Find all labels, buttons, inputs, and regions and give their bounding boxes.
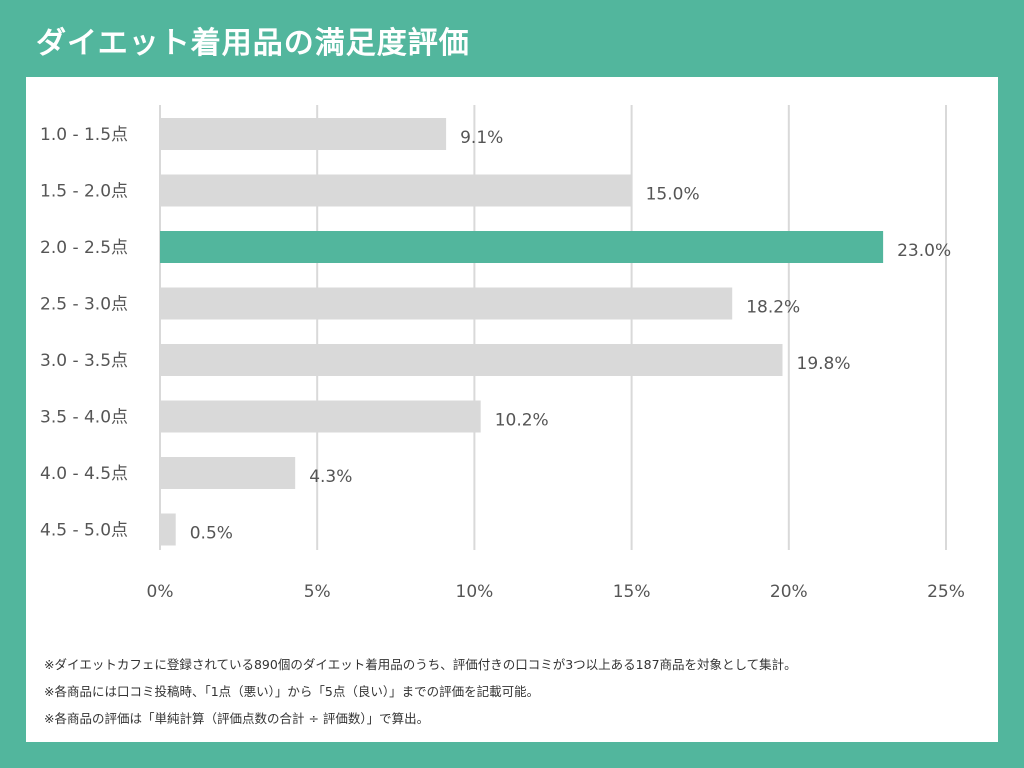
footnote-1: ※ダイエットカフェに登録されている890個のダイエット着用品のうち、評価付きの口… xyxy=(44,657,797,672)
category-label: 3.5 - 4.0点 xyxy=(40,408,128,428)
x-tick-label: 5% xyxy=(304,582,331,602)
chart-panel: 0% 5% 10% 15% 20% 25% 1.0 - 1.5点 9.1% 1.5 - 2.0点… xyxy=(26,77,998,742)
bar xyxy=(160,344,783,376)
value-label: 10.2% xyxy=(495,411,549,431)
footnote-2: ※各商品には口コミ投稿時、「1点（悪い）」から「5点（良い）」までの評価を記載可… xyxy=(44,684,540,699)
bar xyxy=(160,400,481,433)
footnotes: ※ダイエットカフェに登録されている890個のダイエット着用品のうち、評価付きの口… xyxy=(44,651,797,732)
bar xyxy=(160,174,632,207)
value-label: 4.3% xyxy=(309,467,352,487)
bar xyxy=(160,513,176,546)
x-tick-label: 10% xyxy=(456,582,494,602)
bar xyxy=(160,287,733,320)
footnote-3: ※各商品の評価は「単純計算（評価点数の合計 ÷ 評価数）」で算出。 xyxy=(44,711,430,726)
bar xyxy=(160,231,884,263)
value-label: 23.0% xyxy=(897,241,951,261)
x-tick-label: 20% xyxy=(770,582,808,602)
category-label: 1.5 - 2.0点 xyxy=(40,182,128,202)
value-label: 9.1% xyxy=(460,128,503,148)
x-tick-label: 15% xyxy=(613,582,651,602)
bar xyxy=(160,457,296,489)
x-tick-label: 25% xyxy=(927,582,965,602)
value-label: 0.5% xyxy=(190,524,233,544)
value-label: 15.0% xyxy=(646,185,700,205)
category-label: 4.5 - 5.0点 xyxy=(40,521,128,541)
page-title: ダイエット着用品の満足度評価 xyxy=(36,26,470,61)
value-label: 18.2% xyxy=(746,298,800,318)
value-label: 19.8% xyxy=(797,354,851,374)
category-label: 2.0 - 2.5点 xyxy=(40,238,128,258)
category-label: 1.0 - 1.5点 xyxy=(40,125,128,145)
bar-chart: 0% 5% 10% 15% 20% 25% 1.0 - 1.5点 9.1% 1.5 - 2.0点… xyxy=(40,105,965,602)
bar xyxy=(160,118,447,150)
category-label: 3.0 - 3.5点 xyxy=(40,351,128,371)
x-tick-label: 0% xyxy=(147,582,174,602)
category-label: 2.5 - 3.0点 xyxy=(40,295,128,315)
category-label: 4.0 - 4.5点 xyxy=(40,464,128,484)
